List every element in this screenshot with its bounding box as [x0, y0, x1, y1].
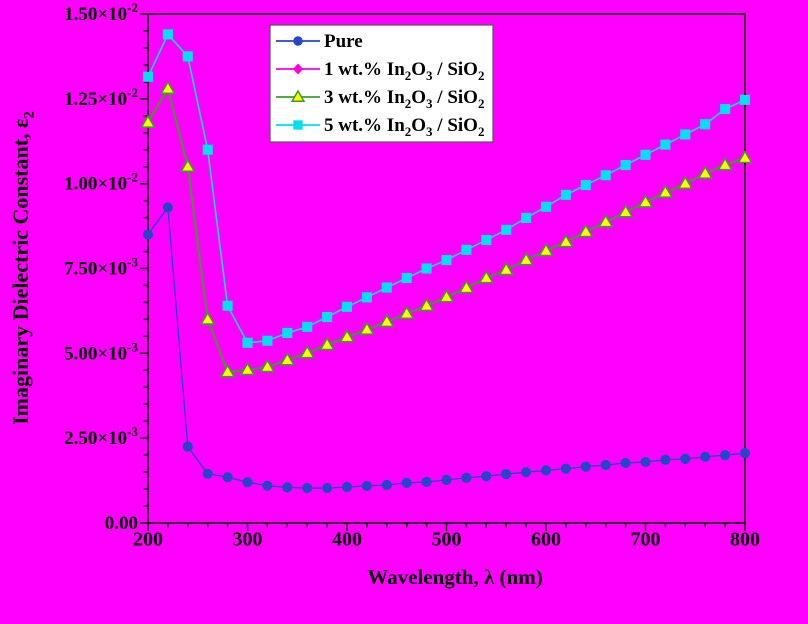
x-tick-labels: 200 300 400 500 600 700 800: [133, 529, 760, 551]
legend: Pure 1 wt.% In2O3 / SiO2 3 wt.% In2O3 / Si…: [269, 24, 494, 143]
legend-item-pure: Pure: [276, 31, 363, 52]
x-axis-title: Wavelength, λ (nm): [367, 565, 542, 589]
axis-ticks: [140, 13, 746, 531]
y-axis-title: Imaginary Dielectric Constant, ε2: [8, 111, 38, 425]
y-tick-label: 1.00×10-2: [64, 170, 138, 195]
y-tick-label: 1.50×10-2: [64, 0, 138, 25]
series-3wt: [140, 80, 753, 378]
legend-item-1wt: 1 wt.% In2O3 / SiO2: [276, 59, 484, 83]
x-tick-label: 500: [432, 529, 462, 551]
x-tick-label: 700: [631, 529, 661, 551]
x-tick-label: 800: [730, 529, 760, 551]
legend-item-5wt: 5 wt.% In2O3 / SiO2: [276, 115, 484, 139]
legend-box: [269, 24, 494, 143]
y-tick-labels: 0.00 2.50×10-3 5.00×10-3 7.50×10-3 1.00×10-2…: [64, 0, 138, 534]
x-tick-label: 200: [133, 529, 163, 551]
legend-label: Pure: [324, 31, 363, 52]
legend-label: 1 wt.% In2O3 / SiO2: [324, 59, 484, 83]
y-tick-label: 1.25×10-2: [64, 85, 138, 110]
x-tick-label: 600: [531, 529, 561, 551]
legend-item-3wt: 3 wt.% In2O3 / SiO2: [276, 87, 484, 111]
x-tick-label: 400: [332, 529, 362, 551]
y-tick-label: 5.00×10-3: [64, 339, 138, 364]
x-tick-label: 300: [233, 529, 263, 551]
y-tick-label: 7.50×10-3: [64, 255, 138, 280]
legend-label: 3 wt.% In2O3 / SiO2: [324, 87, 484, 111]
series-5wt: [142, 29, 751, 348]
y-tick-label: 0.00: [105, 513, 138, 534]
legend-label: 5 wt.% In2O3 / SiO2: [324, 115, 484, 139]
y-tick-label: 2.50×10-3: [64, 424, 138, 449]
series-pure: [142, 202, 751, 494]
